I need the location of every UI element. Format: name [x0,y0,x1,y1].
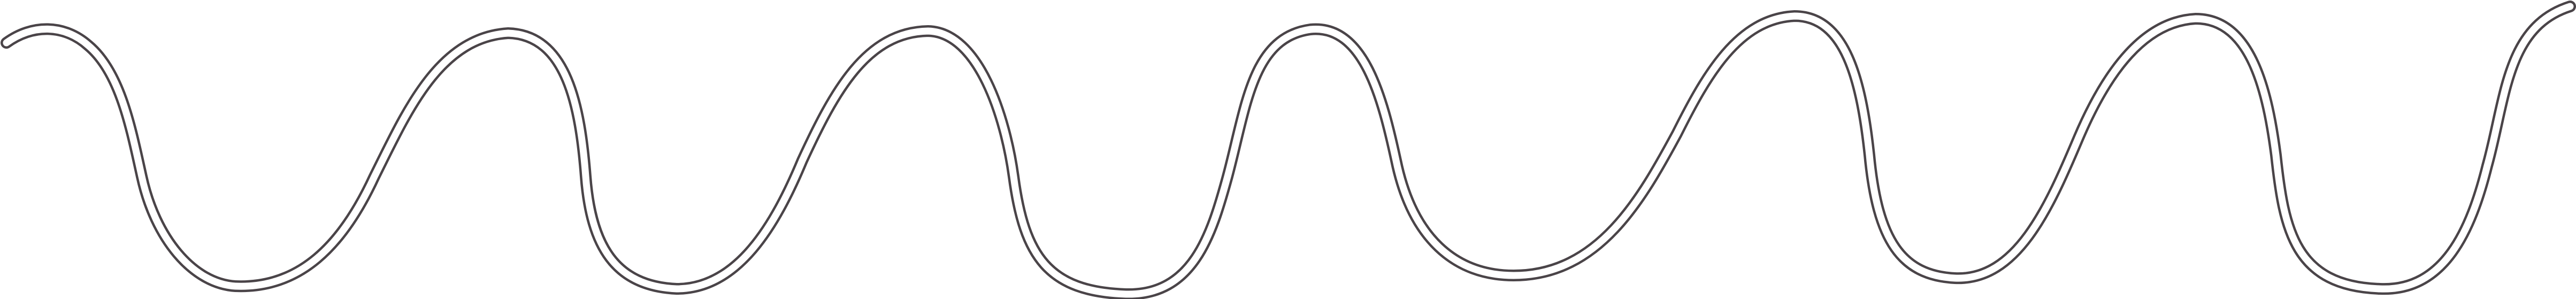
wavy-line-highlight [3,3,2574,298]
